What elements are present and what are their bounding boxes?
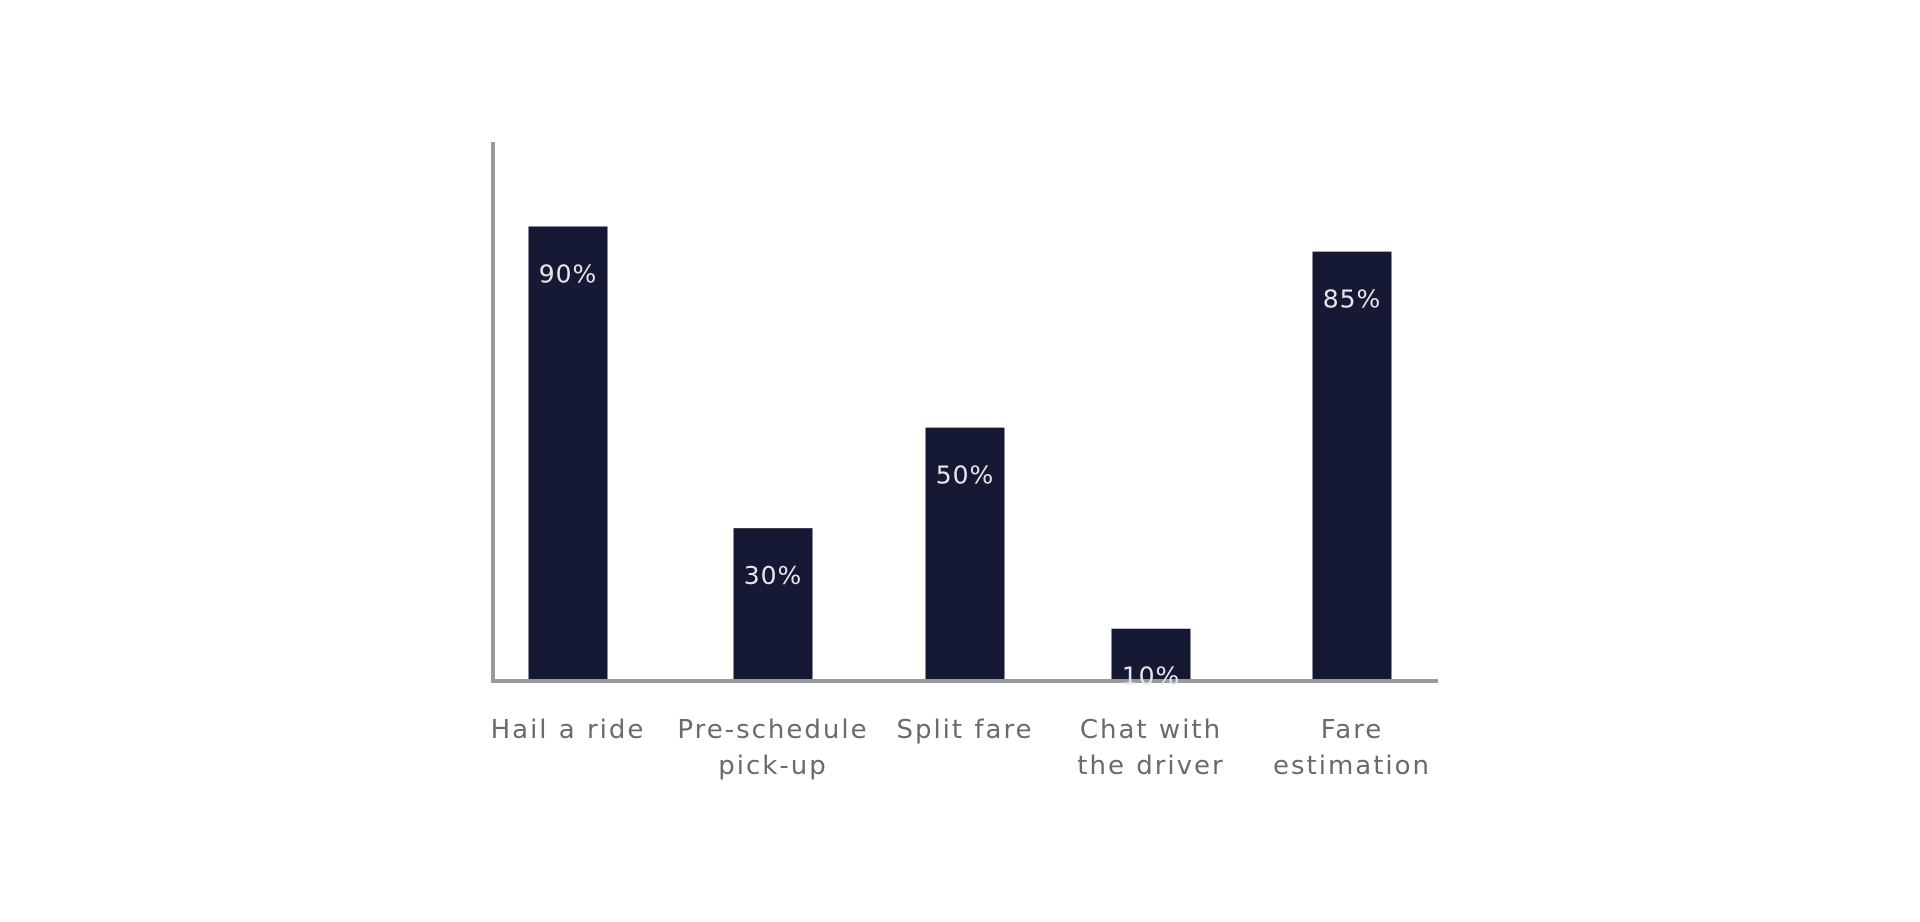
category-label-line: pick-up	[718, 751, 827, 781]
category-label-line: Pre-schedule	[677, 715, 868, 745]
category-label-0: Hail a ride	[491, 715, 646, 745]
bar-1	[733, 528, 813, 679]
bar-value-label-3: 10%	[1122, 662, 1181, 691]
bar-value-label-0: 90%	[539, 260, 598, 289]
category-label-line: Chat with	[1080, 715, 1222, 745]
bar-value-label-1: 30%	[744, 561, 803, 590]
category-label-line: Split fare	[896, 715, 1033, 745]
bar-4	[1312, 251, 1392, 679]
category-label-2: Split fare	[896, 715, 1033, 745]
bar-2	[925, 427, 1005, 679]
category-label-line: Fare	[1321, 715, 1384, 745]
category-labels-group: Hail a ride Pre-schedule pick-up Split fare…	[491, 715, 1431, 781]
bars-group	[528, 226, 1392, 679]
category-label-line: the driver	[1077, 751, 1224, 781]
category-label-1: Pre-schedule pick-up	[677, 715, 868, 781]
category-label-3: Chat with the driver	[1077, 715, 1224, 781]
bar-value-label-2: 50%	[936, 461, 995, 490]
category-label-4: Fare estimation	[1273, 715, 1431, 781]
bar-0	[528, 226, 608, 679]
category-label-line: Hail a ride	[491, 715, 646, 745]
category-label-line: estimation	[1273, 751, 1431, 781]
bar-labels-group: 90% 30% 50% 10% 85%	[539, 260, 1382, 691]
bar-value-label-4: 85%	[1323, 285, 1382, 314]
bar-3	[1111, 628, 1191, 679]
